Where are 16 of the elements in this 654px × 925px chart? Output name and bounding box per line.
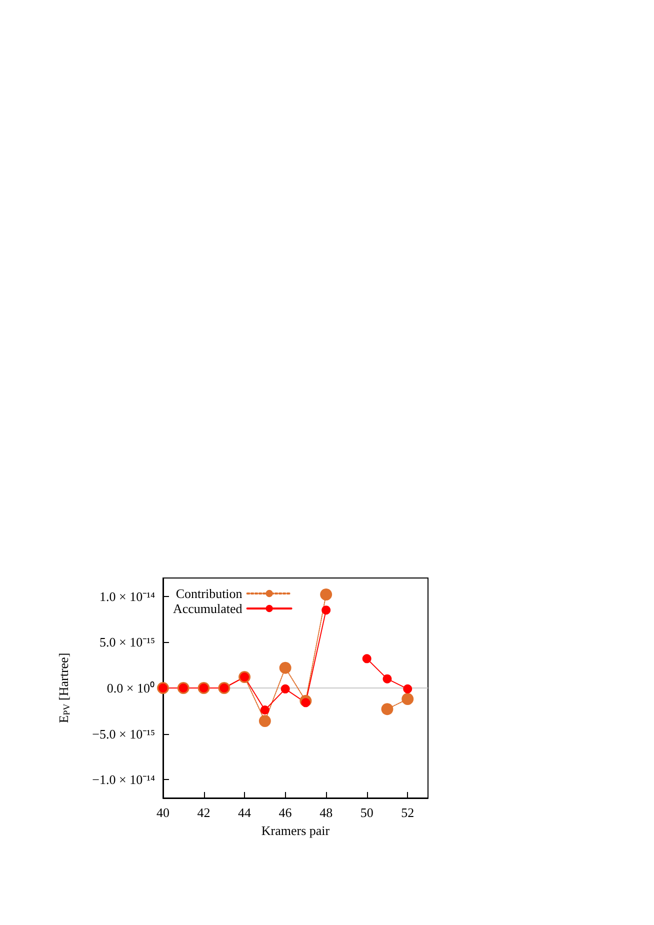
x-tick-label: 50 <box>360 805 374 820</box>
x-tick-label: 52 <box>401 805 414 820</box>
legend-label: Accumulated <box>172 601 243 616</box>
x-tick-label: 46 <box>278 805 292 820</box>
y-tick-label: −1.0 × 10⁻¹⁴ <box>92 772 156 788</box>
x-axis-title: Kramers pair <box>261 823 330 838</box>
y-tick-label: 0.0 × 10⁰ <box>106 680 155 696</box>
y-tick-label: −5.0 × 10⁻¹⁵ <box>92 726 155 742</box>
x-tick-label: 42 <box>197 805 210 820</box>
y-axis-title: EPV [Hartree] <box>56 652 72 724</box>
legend-label: Contribution <box>176 586 243 601</box>
y-tick-label: 1.0 × 10⁻¹⁴ <box>99 588 156 604</box>
x-tick-label: 40 <box>156 805 170 820</box>
x-tick-label: 44 <box>238 805 252 820</box>
y-tick-label: 5.0 × 10⁻¹⁵ <box>99 634 155 650</box>
x-tick-label: 48 <box>320 805 333 820</box>
